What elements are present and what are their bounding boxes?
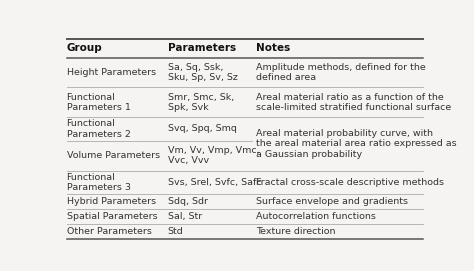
Text: Volume Parameters: Volume Parameters xyxy=(66,151,160,160)
Text: Fractal cross-scale descriptive methods: Fractal cross-scale descriptive methods xyxy=(256,178,444,187)
Text: Hybrid Parameters: Hybrid Parameters xyxy=(66,197,156,207)
Text: Smr, Smc, Sk,
Spk, Svk: Smr, Smc, Sk, Spk, Svk xyxy=(168,92,234,112)
Text: Autocorrelation functions: Autocorrelation functions xyxy=(256,212,376,221)
Text: Functional
Parameters 1: Functional Parameters 1 xyxy=(66,92,130,112)
Text: Sal, Str: Sal, Str xyxy=(168,212,202,221)
Text: Group: Group xyxy=(66,43,102,53)
Text: Notes: Notes xyxy=(256,43,290,53)
Text: Vm, Vv, Vmp, Vmc,
Vvc, Vvv: Vm, Vv, Vmp, Vmc, Vvc, Vvv xyxy=(168,146,259,166)
Text: Std: Std xyxy=(168,227,183,236)
Text: Amplitude methods, defined for the
defined area: Amplitude methods, defined for the defin… xyxy=(256,63,426,82)
Text: Texture direction: Texture direction xyxy=(256,227,335,236)
Text: Sa, Sq, Ssk,
Sku, Sp, Sv, Sz: Sa, Sq, Ssk, Sku, Sp, Sv, Sz xyxy=(168,63,237,82)
Text: Parameters: Parameters xyxy=(168,43,236,53)
Text: Functional
Parameters 3: Functional Parameters 3 xyxy=(66,173,131,192)
Text: Sdq, Sdr: Sdq, Sdr xyxy=(168,197,208,207)
Text: Areal material ratio as a function of the
scale-limited stratified functional su: Areal material ratio as a function of th… xyxy=(256,92,451,112)
Text: Other Parameters: Other Parameters xyxy=(66,227,152,236)
Text: Svq, Spq, Smq: Svq, Spq, Smq xyxy=(168,124,237,134)
Text: Svs, Srel, Svfc, Safc: Svs, Srel, Svfc, Safc xyxy=(168,178,261,187)
Text: Areal material probability curve, with
the areal material area ratio expressed a: Areal material probability curve, with t… xyxy=(256,129,456,159)
Text: Spatial Parameters: Spatial Parameters xyxy=(66,212,157,221)
Text: Height Parameters: Height Parameters xyxy=(66,68,156,77)
Text: Functional
Parameters 2: Functional Parameters 2 xyxy=(66,119,130,139)
Text: Surface envelope and gradients: Surface envelope and gradients xyxy=(256,197,408,207)
